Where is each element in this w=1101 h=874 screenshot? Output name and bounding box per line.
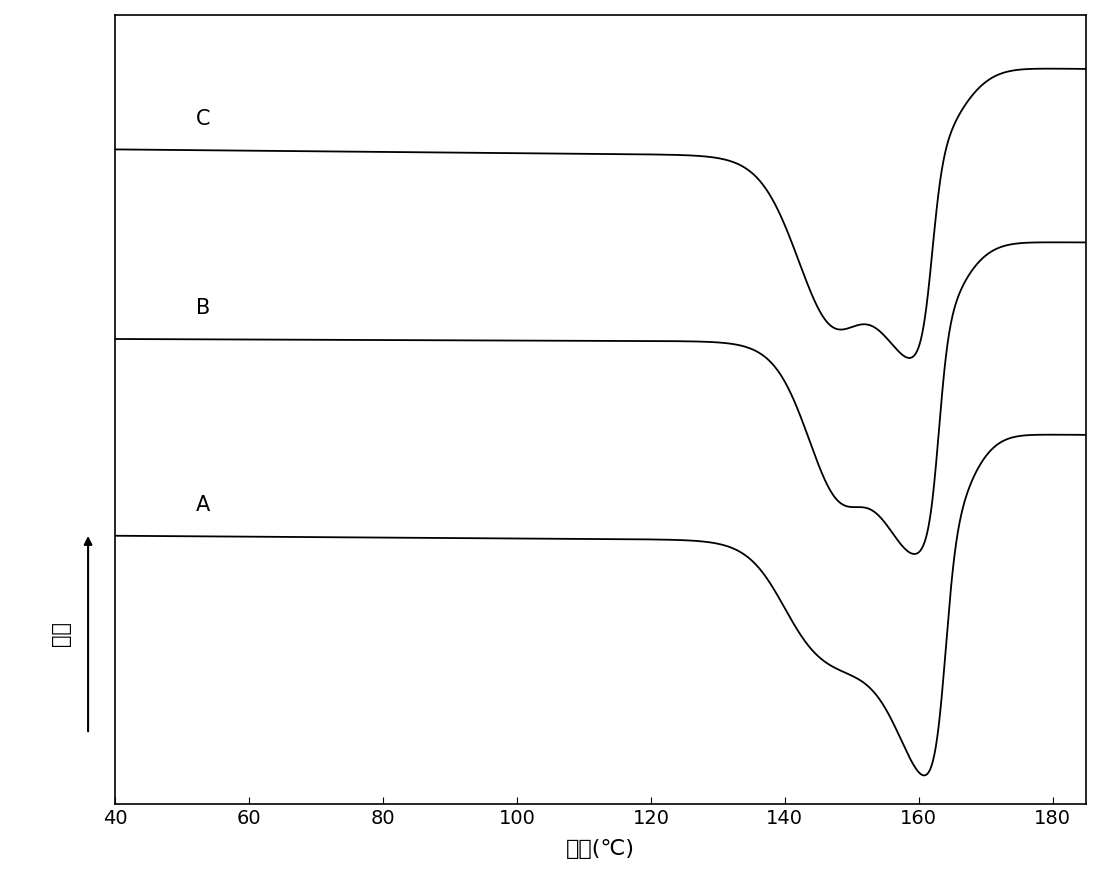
Text: A: A: [196, 495, 210, 515]
X-axis label: 温度(℃): 温度(℃): [566, 839, 635, 859]
Text: C: C: [196, 108, 210, 128]
Text: 放热: 放热: [51, 621, 70, 646]
Text: B: B: [196, 298, 210, 318]
